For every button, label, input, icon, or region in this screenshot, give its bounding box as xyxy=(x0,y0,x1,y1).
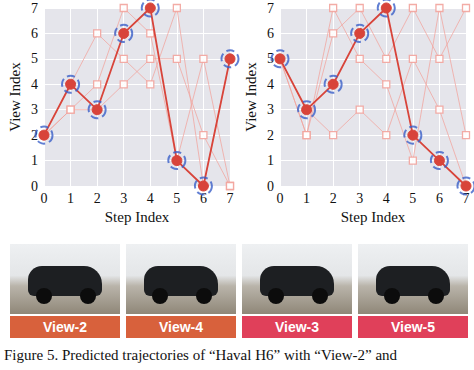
html-text:View-4: View-4 xyxy=(158,319,203,335)
svg-text:3: 3 xyxy=(120,191,127,206)
svg-text:3: 3 xyxy=(356,191,363,206)
svg-text:6: 6 xyxy=(31,26,38,41)
svg-text:2: 2 xyxy=(31,127,38,143)
svg-text:Step Index: Step Index xyxy=(105,209,170,225)
svg-text:7: 7 xyxy=(462,190,470,206)
svg-text:3: 3 xyxy=(267,102,274,117)
svg-text:2: 2 xyxy=(330,191,337,206)
svg-text:2: 2 xyxy=(267,128,274,143)
svg-text:7: 7 xyxy=(267,1,274,16)
svg-text:1: 1 xyxy=(267,153,274,168)
svg-text:0: 0 xyxy=(277,191,284,206)
svg-text:Step Index: Step Index xyxy=(341,209,406,225)
svg-text:0: 0 xyxy=(31,179,38,194)
svg-text:4: 4 xyxy=(147,191,154,206)
svg-text:6: 6 xyxy=(436,191,443,206)
svg-text:5: 5 xyxy=(267,51,274,67)
html-text:View-2: View-2 xyxy=(42,319,87,335)
svg-text:6: 6 xyxy=(267,26,274,41)
svg-text:7: 7 xyxy=(31,1,38,16)
svg-text:6: 6 xyxy=(199,190,207,206)
svg-text:0: 0 xyxy=(267,179,274,194)
svg-text:2: 2 xyxy=(94,191,101,206)
svg-text:5: 5 xyxy=(31,51,38,66)
svg-text:4: 4 xyxy=(267,77,274,92)
svg-text:0: 0 xyxy=(41,191,48,206)
svg-text:View Index: View Index xyxy=(7,62,23,132)
svg-text:4: 4 xyxy=(31,77,38,92)
html-text:View-5: View-5 xyxy=(390,319,435,335)
svg-text:1: 1 xyxy=(31,153,38,168)
svg-text:5: 5 xyxy=(409,191,416,206)
html-text:View-3: View-3 xyxy=(274,319,319,335)
svg-text:3: 3 xyxy=(31,102,38,117)
svg-text:5: 5 xyxy=(173,191,180,206)
svg-text:View Index: View Index xyxy=(243,62,259,132)
svg-text:1: 1 xyxy=(67,191,74,206)
svg-text:4: 4 xyxy=(383,191,390,206)
html-text:Figure 5. Predicted trajectori: Figure 5. Predicted trajectories of “Hav… xyxy=(4,347,398,363)
svg-text:7: 7 xyxy=(227,191,234,206)
svg-text:1: 1 xyxy=(303,191,310,206)
